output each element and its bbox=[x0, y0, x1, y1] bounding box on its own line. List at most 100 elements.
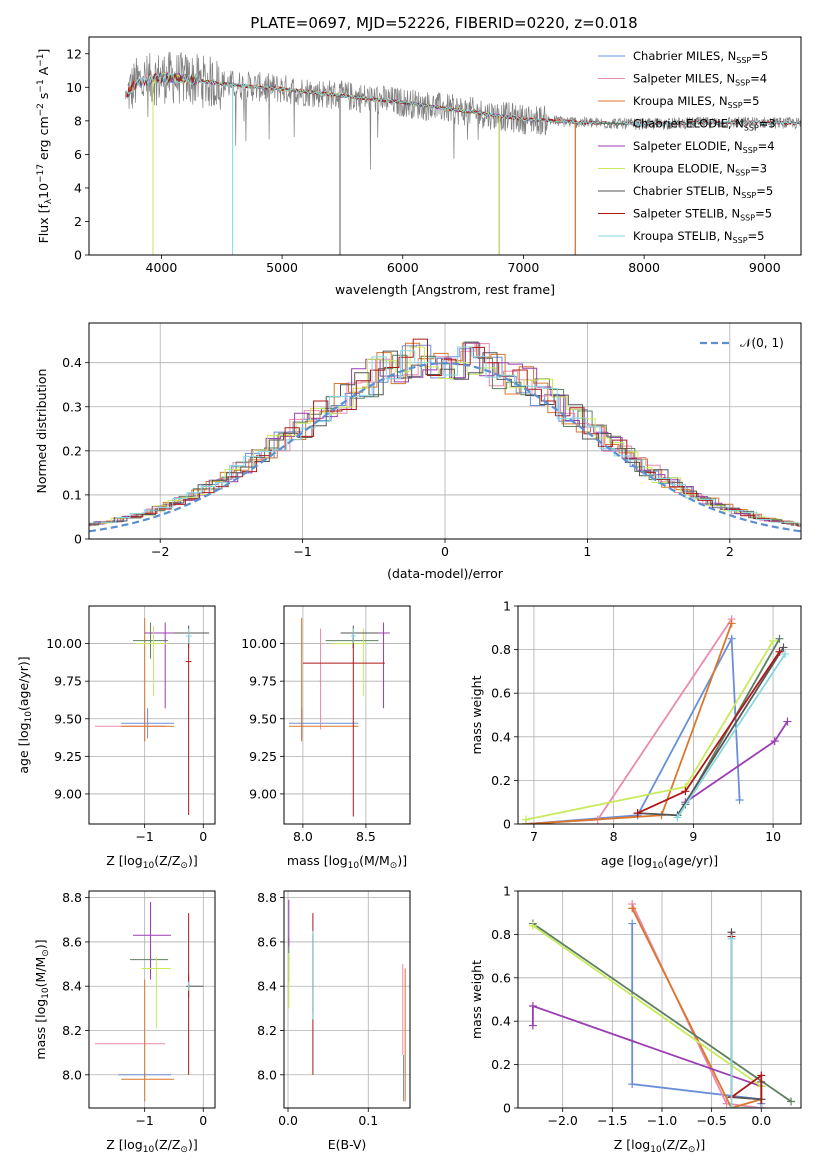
histograms bbox=[89, 338, 801, 533]
series-kroupa-stelib bbox=[673, 649, 790, 822]
y-tick-label: 10.00 bbox=[46, 636, 82, 651]
series-marker bbox=[770, 737, 779, 746]
series-marker bbox=[628, 919, 637, 928]
x-tick-label: 8.5 bbox=[356, 829, 376, 844]
axes-frame bbox=[283, 890, 411, 1109]
errorbar-chabrier-elodie bbox=[132, 622, 169, 659]
errorbars bbox=[289, 618, 390, 817]
series-marker bbox=[783, 717, 792, 726]
y-tick-label: 0 bbox=[503, 817, 511, 832]
series-kroupa-stelib bbox=[727, 934, 766, 1108]
ticks: 0.0 0.1 8.0 8.2 8.4 8.6 8.8 bbox=[257, 890, 378, 1128]
y-tick-label: 8.0 bbox=[257, 1067, 277, 1082]
series-line bbox=[676, 653, 786, 818]
x-tick-label: −0.5 bbox=[696, 1113, 726, 1128]
series-marker bbox=[681, 787, 690, 796]
y-tick-label: 9.75 bbox=[54, 674, 82, 689]
y-tick-label: 0.4 bbox=[62, 355, 82, 370]
y-tick-label: 9.25 bbox=[54, 749, 82, 764]
x-axis-label: age [log10(age/yr)] bbox=[601, 853, 718, 871]
x-tick-label: 0 bbox=[441, 544, 449, 559]
ticks: 4000 5000 6000 7000 8000 9000 0 2 4 6 8 10 12 bbox=[66, 46, 781, 275]
x-tick-label: 0.0 bbox=[278, 1113, 298, 1128]
series-marker bbox=[757, 1104, 766, 1108]
ticks: −1 0 9.00 9.25 9.50 9.75 10.00 bbox=[46, 636, 207, 844]
y-tick-label: 6 bbox=[74, 147, 82, 162]
series-line bbox=[631, 907, 762, 1108]
y-tick-label: 9.75 bbox=[249, 674, 277, 689]
weight-lines bbox=[521, 615, 792, 824]
series-marker bbox=[727, 1104, 736, 1108]
errorbar-salpeter-stelib bbox=[188, 913, 190, 1075]
x-tick-label: −1.0 bbox=[647, 1113, 677, 1128]
x-tick-label: 2 bbox=[726, 544, 734, 559]
axes-frame bbox=[517, 605, 802, 825]
y-tick-label: 2 bbox=[74, 214, 82, 229]
legend-entry: Chabrier STELIB, NSSP=5 bbox=[633, 184, 773, 200]
y-axis-label: Flux [fλ10−17 erg cm−2 s−1 A−1] bbox=[36, 49, 54, 244]
model-spectrum-kroupa-stelib bbox=[124, 72, 801, 127]
y-tick-label: 8.0 bbox=[62, 1067, 82, 1082]
y-tick-label: 0.8 bbox=[491, 927, 511, 942]
x-axis-label: wavelength [Angstrom, rest frame] bbox=[335, 282, 555, 297]
age-vs-mass-panel: 8.0 8.5 9.00 9.25 9.50 9.75 10.00 mass [log10(M… bbox=[241, 605, 411, 871]
age-vs-metallicity-panel: −1 0 9.00 9.25 9.50 9.75 10.00 Z [log10(Z/Z⊙)] a… bbox=[16, 605, 216, 871]
x-axis-label: Z [log10(Z/Z⊙)] bbox=[614, 1137, 705, 1155]
y-tick-label: 0 bbox=[503, 1101, 511, 1116]
x-tick-label: −1 bbox=[135, 829, 153, 844]
histogram-chabrier-elodie bbox=[89, 341, 801, 526]
mass-vs-metallicity-panel: −1 0 8.0 8.2 8.4 8.6 8.8 Z [log10(Z/Z⊙)] mass [l… bbox=[33, 890, 216, 1155]
series-marker bbox=[757, 1071, 766, 1080]
x-axis-label: Z [log10(Z/Z⊙)] bbox=[106, 1137, 197, 1155]
x-tick-label: −2 bbox=[151, 544, 169, 559]
massweight-vs-age-panel: 7 8 9 10 0 0.2 0.4 0.6 0.8 1 age [log10(age/yr)] ma… bbox=[469, 599, 802, 871]
series-marker bbox=[781, 649, 790, 658]
spectrum-legend: Chabrier MILES, NSSP=5 Salpeter MILES, NS… bbox=[598, 49, 776, 245]
series-marker bbox=[528, 1002, 537, 1011]
y-tick-label: 0.2 bbox=[491, 773, 511, 788]
legend-entry: Salpeter STELIB, NSSP=5 bbox=[633, 207, 772, 223]
errorbar-kroupa-miles bbox=[121, 618, 174, 742]
y-tick-label: 1 bbox=[503, 884, 511, 899]
legend-entry: Chabrier MILES, NSSP=5 bbox=[633, 49, 768, 65]
y-tick-label: 12 bbox=[66, 46, 82, 61]
series-marker bbox=[775, 634, 784, 643]
y-tick-label: 4 bbox=[74, 180, 82, 195]
ticks: −2 −1 0 1 2 0 0.1 0.2 0.3 0.4 bbox=[62, 355, 734, 559]
y-axis-label: mass weight bbox=[469, 675, 484, 754]
weight-lines bbox=[528, 900, 796, 1108]
errorbar-kroupa-miles bbox=[289, 618, 359, 742]
series-marker bbox=[628, 1080, 637, 1089]
errorbars bbox=[94, 618, 210, 815]
spectrum-panel: 4000 5000 6000 7000 8000 9000 0 2 4 6 8 10 12 wavelen… bbox=[36, 36, 802, 297]
x-axis-label: Z [log10(Z/Z⊙)] bbox=[106, 853, 197, 871]
errorbar-kroupa-stelib bbox=[185, 628, 192, 644]
ticks: 7 8 9 10 0 0.2 0.4 0.6 0.8 1 bbox=[491, 599, 781, 845]
ticks: 8.0 8.5 9.00 9.25 9.50 9.75 10.00 bbox=[241, 636, 376, 844]
series-marker bbox=[787, 1097, 796, 1106]
x-tick-label: −1 bbox=[135, 1113, 153, 1128]
legend-entry: Kroupa ELODIE, NSSP=3 bbox=[633, 162, 767, 178]
massweight-vs-metallicity-panel: −2.0 −1.5 −1.0 −0.5 0.0 0 0.2 0.4 0.6 0.8 1 Z [log1… bbox=[469, 884, 802, 1155]
series-marker bbox=[521, 815, 530, 824]
y-axis-label: mass weight bbox=[469, 960, 484, 1039]
y-tick-label: 0.6 bbox=[491, 686, 511, 701]
x-tick-label: 5000 bbox=[266, 260, 298, 275]
errorbar-kroupa-miles bbox=[121, 979, 174, 1102]
y-tick-label: 0.1 bbox=[62, 487, 82, 502]
errorbar-salpeter-stelib bbox=[302, 637, 385, 817]
x-axis-label: E(B-V) bbox=[328, 1137, 367, 1152]
mass-vs-ebv-panel: 0.0 0.1 8.0 8.2 8.4 8.6 8.8 E(B-V) bbox=[257, 890, 411, 1152]
y-tick-label: 8.6 bbox=[257, 934, 277, 949]
series-marker bbox=[633, 809, 642, 818]
legend-entry: Kroupa MILES, NSSP=5 bbox=[633, 94, 759, 110]
axes-frame bbox=[88, 36, 802, 256]
series-line bbox=[730, 938, 762, 1108]
y-tick-label: 0.2 bbox=[62, 443, 82, 458]
series-line bbox=[532, 922, 792, 1103]
y-tick-label: 0.2 bbox=[491, 1057, 511, 1072]
y-tick-label: 8.4 bbox=[257, 979, 277, 994]
x-tick-label: 8.0 bbox=[293, 829, 313, 844]
y-tick-label: 8.6 bbox=[62, 934, 82, 949]
series-marker bbox=[779, 643, 788, 652]
